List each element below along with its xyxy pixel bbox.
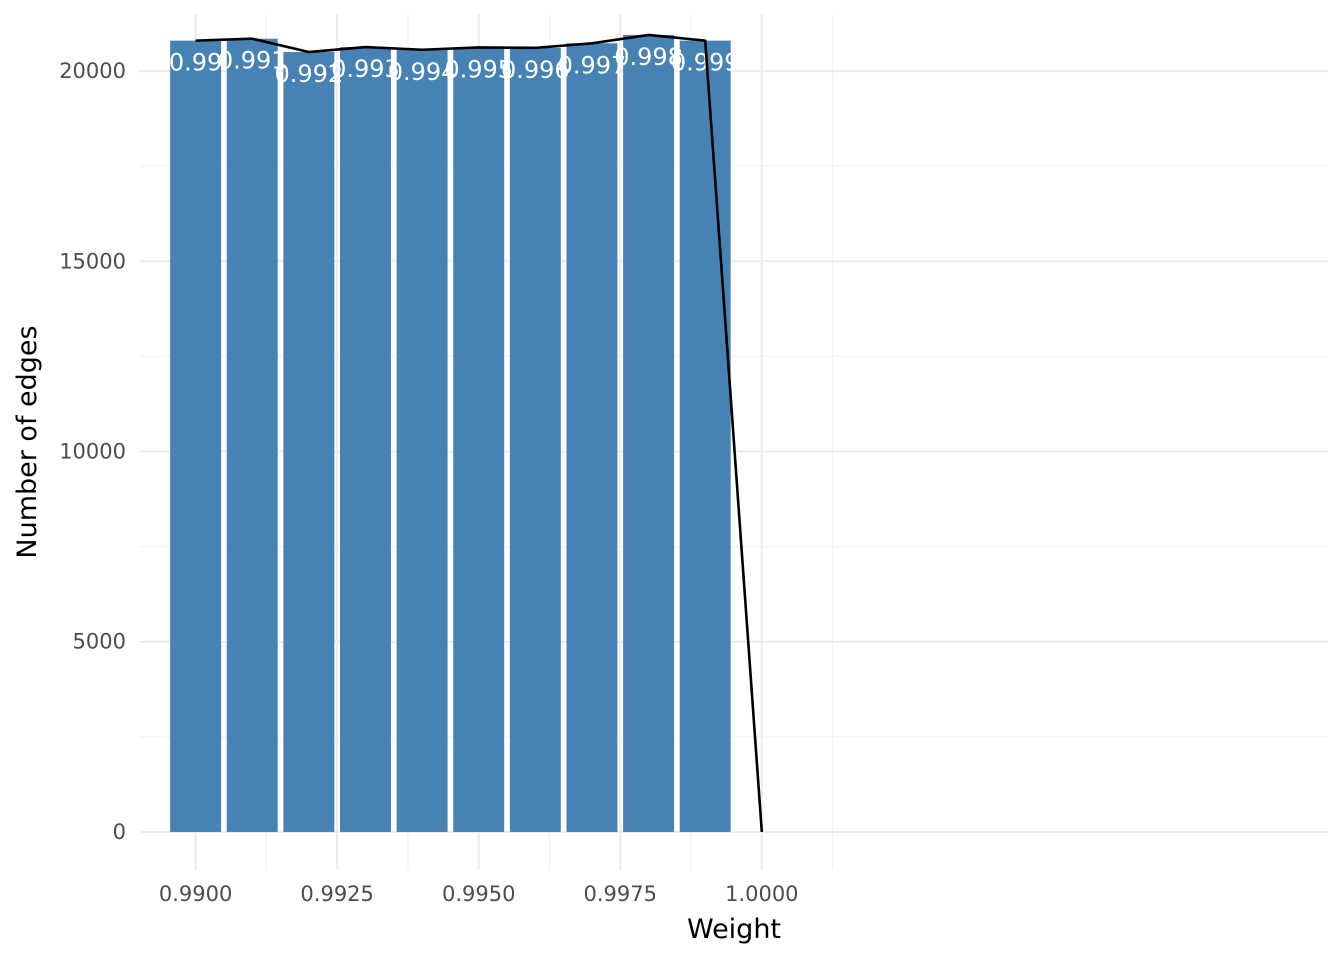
bar-label-0.997: 0.997 xyxy=(558,51,627,79)
bar-label-0.994: 0.994 xyxy=(388,58,457,86)
y-tick-label-4: 20000 xyxy=(59,59,126,83)
y-tick-label-3: 15000 xyxy=(59,249,126,273)
x-tick-label-3: 0.9975 xyxy=(584,882,657,906)
bar-label-0.995: 0.995 xyxy=(444,55,513,83)
bar-labels: 0.990.9910.9920.9930.9940.9950.9960.9970… xyxy=(169,43,740,88)
bar-0.992 xyxy=(283,52,335,832)
bar-0.99 xyxy=(170,40,222,832)
bar-label-0.991: 0.991 xyxy=(218,47,287,75)
bar-label-0.996: 0.996 xyxy=(501,56,570,84)
bar-label-0.992: 0.992 xyxy=(274,60,343,88)
x-axis-tick-labels: 0.9900 0.9925 0.9950 0.9975 1.0000 xyxy=(159,882,799,906)
bar-0.999 xyxy=(679,40,731,832)
bar-label-0.993: 0.993 xyxy=(331,55,400,83)
trend-line-group xyxy=(195,33,764,833)
x-tick-label-2: 0.9950 xyxy=(442,882,515,906)
bar-0.997 xyxy=(566,43,618,832)
bar-0.995 xyxy=(453,47,505,832)
bar-0.991 xyxy=(226,38,278,832)
bar-0.993 xyxy=(339,47,391,832)
bar-0.994 xyxy=(396,49,448,832)
y-axis-tick-labels: 0 5000 10000 15000 20000 xyxy=(59,59,126,844)
y-tick-label-2: 10000 xyxy=(59,440,126,464)
y-tick-label-1: 5000 xyxy=(73,630,126,654)
bar-0.996 xyxy=(509,47,561,832)
bars xyxy=(170,34,731,832)
x-tick-label-1: 0.9925 xyxy=(300,882,373,906)
trend-line xyxy=(195,33,764,833)
bar-0.998 xyxy=(623,34,675,832)
x-tick-label-4: 1.0000 xyxy=(725,882,798,906)
x-tick-label-0: 0.9900 xyxy=(159,882,232,906)
bar-label-0.998: 0.998 xyxy=(614,43,683,71)
bar-label-0.99: 0.99 xyxy=(169,49,222,77)
y-axis-title: Number of edges xyxy=(12,325,43,558)
y-tick-label-0: 0 xyxy=(113,820,126,844)
x-axis-title: Weight xyxy=(687,914,781,945)
